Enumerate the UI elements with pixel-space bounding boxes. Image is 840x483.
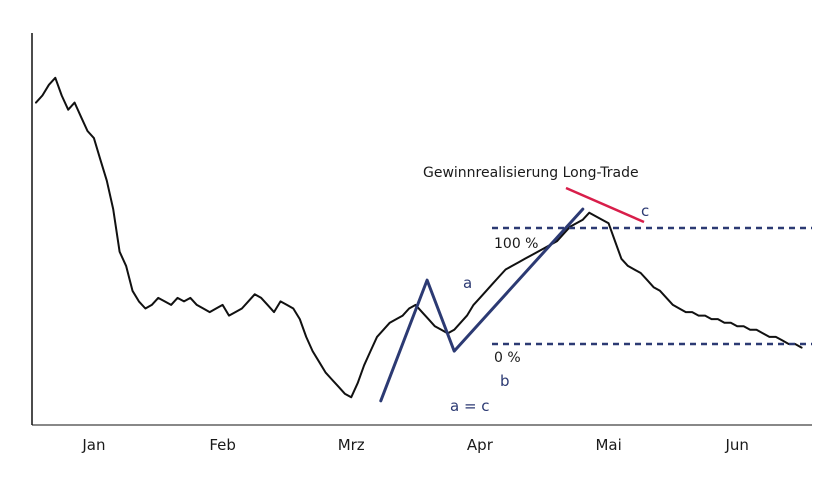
abc-pattern-line <box>379 207 585 403</box>
point-label-a: a <box>463 274 472 292</box>
x-tick-label-feb: Feb <box>209 436 236 454</box>
x-tick-label-jun: Jun <box>724 436 748 454</box>
point-label-c: c <box>641 202 649 220</box>
x-tick-label-mrz: Mrz <box>338 436 365 454</box>
x-tick-label-apr: Apr <box>467 436 494 454</box>
series-layer <box>35 76 803 403</box>
reference-label-100: 100 % <box>494 236 538 252</box>
profit-label: Gewinnrealisierung Long-Trade <box>423 165 639 181</box>
x-tick-label-jan: Jan <box>81 436 105 454</box>
point-label-b: b <box>500 372 510 390</box>
price-series-line <box>35 76 803 399</box>
x-axis-tick-labels: Jan Feb Mrz Apr Mai Jun <box>81 436 749 454</box>
x-tick-label-mai: Mai <box>595 436 621 454</box>
profit-pointer-line <box>565 186 645 224</box>
reference-label-0: 0 % <box>494 350 521 366</box>
equation-label: a = c <box>450 397 490 415</box>
